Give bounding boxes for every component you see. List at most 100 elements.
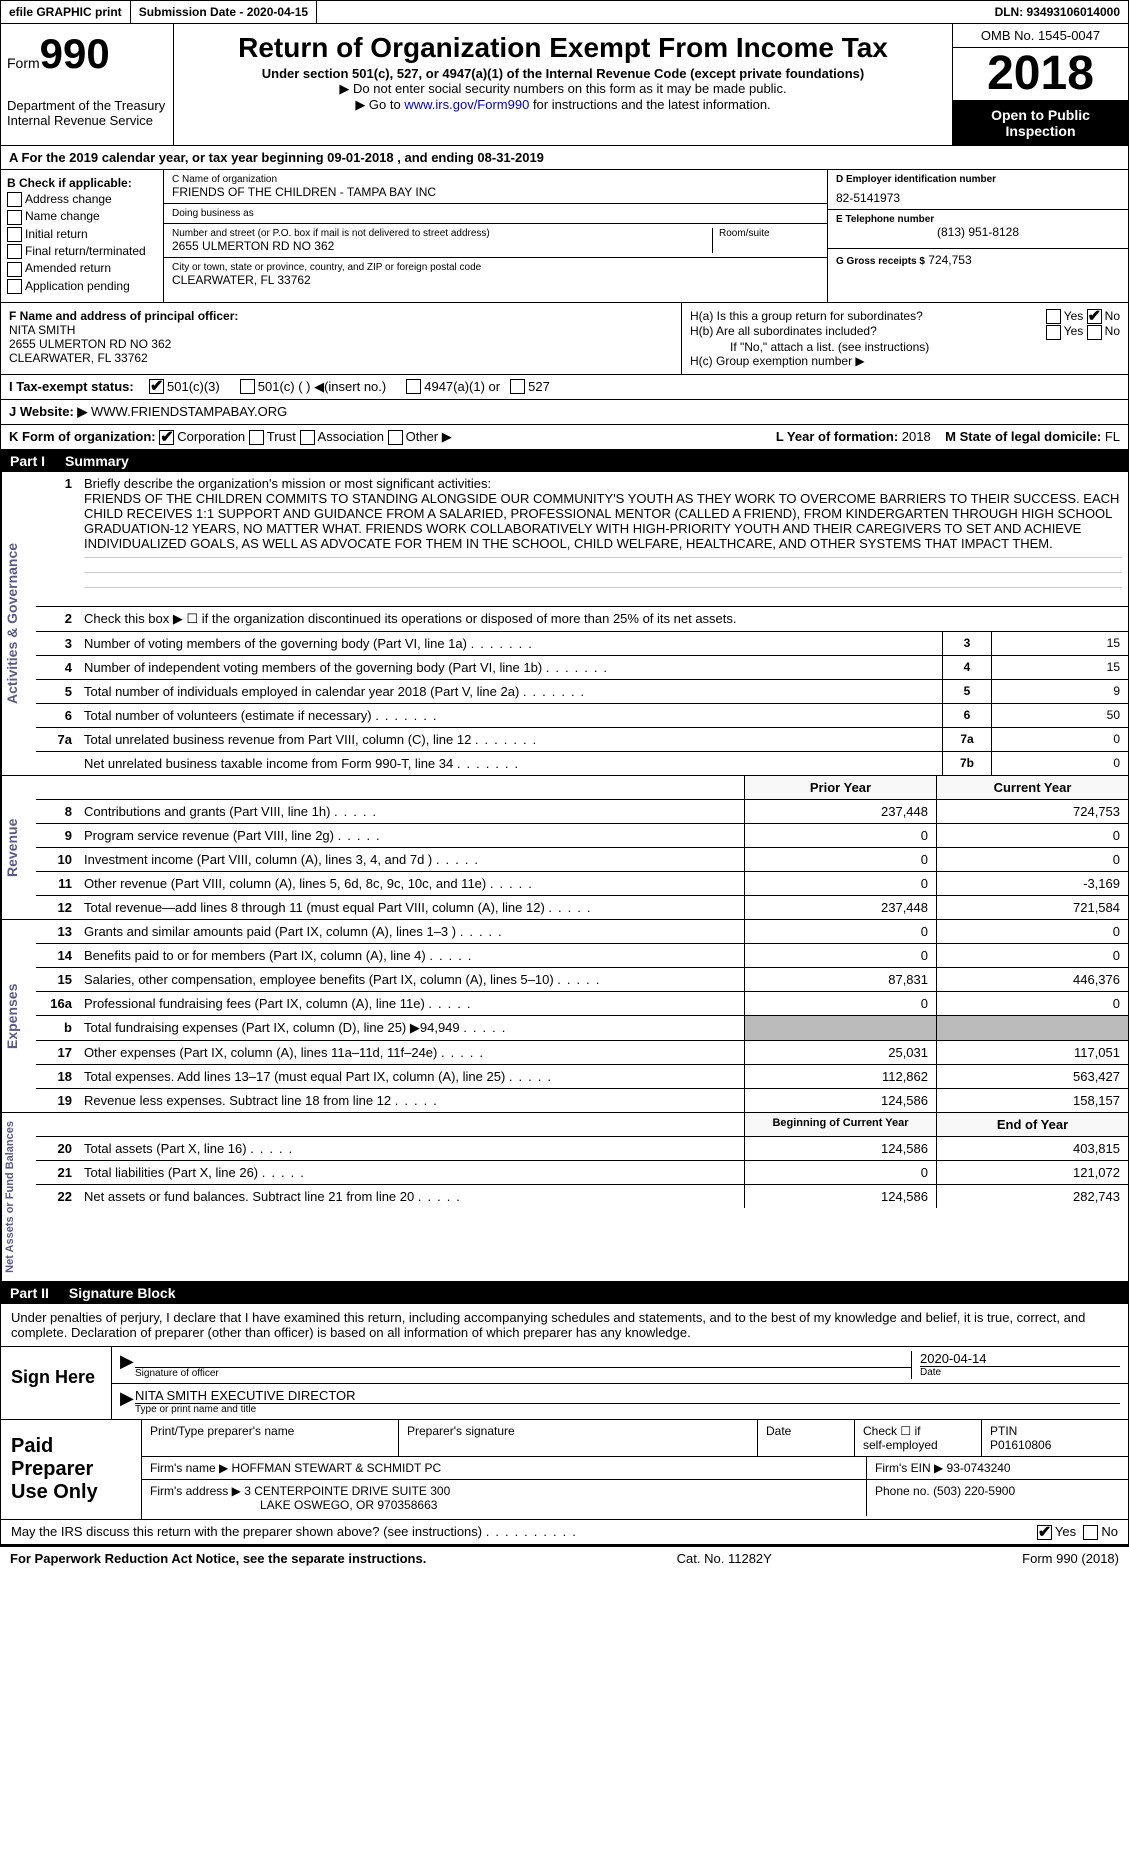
section-header-grid: B Check if applicable: Address changeNam… — [0, 170, 1129, 303]
col-b-header: B Check if applicable: — [7, 176, 157, 190]
form-subtitle: Under section 501(c), 527, or 4947(a)(1)… — [180, 66, 946, 81]
discuss-yes-checkbox[interactable] — [1037, 1525, 1052, 1540]
fin-line: Investment income (Part VIII, column (A)… — [78, 848, 744, 871]
fin-line: Revenue less expenses. Subtract line 18 … — [78, 1089, 744, 1112]
501c-checkbox[interactable] — [240, 379, 255, 394]
check-item: Application pending — [7, 279, 157, 294]
department-label: Department of the Treasury — [7, 98, 167, 113]
line-i: I Tax-exempt status: 501(c)(3) 501(c) ( … — [0, 375, 1129, 400]
check-item: Name change — [7, 209, 157, 224]
page-footer: For Paperwork Reduction Act Notice, see … — [0, 1545, 1129, 1570]
current-year-value: 0 — [936, 920, 1128, 943]
summary-value: 15 — [991, 656, 1128, 679]
fin-line: Contributions and grants (Part VIII, lin… — [78, 800, 744, 823]
fin-line: Other revenue (Part VIII, column (A), li… — [78, 872, 744, 895]
fin-line: Grants and similar amounts paid (Part IX… — [78, 920, 744, 943]
current-year-value: 117,051 — [936, 1041, 1128, 1064]
street-address: 2655 ULMERTON RD NO 362 — [172, 239, 712, 253]
summary-value: 0 — [991, 752, 1128, 775]
omb-number: OMB No. 1545-0047 — [953, 24, 1128, 48]
line-a: A For the 2019 calendar year, or tax yea… — [0, 146, 1129, 170]
dba-label: Doing business as — [172, 208, 819, 219]
hb-note: If "No," attach a list. (see instruction… — [690, 340, 1120, 354]
tax-year: 2018 — [953, 48, 1128, 101]
irs-label: Internal Revenue Service — [7, 113, 167, 128]
gross-label: G Gross receipts $ — [836, 256, 925, 267]
officer-name: NITA SMITH — [9, 323, 673, 337]
4947-checkbox[interactable] — [406, 379, 421, 394]
prior-year-value: 0 — [744, 872, 936, 895]
fin-line: Salaries, other compensation, employee b… — [78, 968, 744, 991]
inspection-label: Open to Public Inspection — [953, 101, 1128, 145]
irs-link[interactable]: www.irs.gov/Form990 — [404, 97, 529, 112]
current-year-header: Current Year — [936, 776, 1128, 799]
ha-no-checkbox[interactable] — [1087, 309, 1102, 324]
prior-year-value: 0 — [744, 824, 936, 847]
current-year-value: 121,072 — [936, 1161, 1128, 1184]
submission-date: Submission Date - 2020-04-15 — [131, 1, 317, 23]
top-bar: efile GRAPHIC print Submission Date - 20… — [0, 0, 1129, 24]
city-value: CLEARWATER, FL 33762 — [172, 273, 819, 287]
vlabel-governance: Activities & Governance — [1, 472, 36, 775]
form-title: Return of Organization Exempt From Incom… — [180, 32, 946, 64]
501c3-checkbox[interactable] — [149, 379, 164, 394]
prior-year-header: Prior Year — [744, 776, 936, 799]
prior-year-value: 0 — [744, 1161, 936, 1184]
prior-year-value: 237,448 — [744, 800, 936, 823]
prior-year-value: 124,586 — [744, 1137, 936, 1160]
ssn-note: ▶ Do not enter social security numbers o… — [180, 81, 946, 97]
current-year-value: 446,376 — [936, 968, 1128, 991]
current-year-value: 563,427 — [936, 1065, 1128, 1088]
part1-header: Part I Summary — [0, 450, 1129, 472]
line-k: K Form of organization: Corporation Trus… — [0, 425, 1129, 450]
current-year-value: 0 — [936, 944, 1128, 967]
fin-line: Benefits paid to or for members (Part IX… — [78, 944, 744, 967]
vlabel-expenses: Expenses — [1, 920, 36, 1112]
check-item: Initial return — [7, 227, 157, 242]
sign-here-label: Sign Here — [1, 1347, 112, 1419]
current-year-value: 0 — [936, 848, 1128, 871]
dln-label: DLN: 93493106014000 — [987, 1, 1128, 23]
ha-yes-checkbox[interactable] — [1046, 309, 1061, 324]
officer-addr1: 2655 ULMERTON RD NO 362 — [9, 337, 673, 351]
line-j: J Website: ▶ WWW.FRIENDSTAMPABAY.ORG — [0, 400, 1129, 425]
fin-line: Total revenue—add lines 8 through 11 (mu… — [78, 896, 744, 919]
prior-year-value: 0 — [744, 920, 936, 943]
firm-ein: 93-0743240 — [947, 1461, 1011, 1475]
hb-yes-checkbox[interactable] — [1046, 325, 1061, 340]
part2-header: Part II Signature Block — [0, 1282, 1129, 1304]
discuss-no-checkbox[interactable] — [1083, 1525, 1098, 1540]
current-year-value: 0 — [936, 992, 1128, 1015]
prior-year-value: 0 — [744, 992, 936, 1015]
officer-addr2: CLEARWATER, FL 33762 — [9, 351, 673, 365]
prior-year-value: 237,448 — [744, 896, 936, 919]
hb-label: H(b) Are all subordinates included? — [690, 324, 950, 339]
fin-line: Net assets or fund balances. Subtract li… — [78, 1185, 744, 1208]
fin-line: Total fundraising expenses (Part IX, col… — [78, 1016, 744, 1040]
prior-year-value: 87,831 — [744, 968, 936, 991]
vlabel-netassets: Net Assets or Fund Balances — [1, 1113, 36, 1281]
q1-text: Briefly describe the organization's miss… — [84, 476, 1122, 491]
addr-label: Number and street (or P.O. box if mail i… — [172, 228, 712, 239]
prior-year-value — [744, 1016, 936, 1040]
city-label: City or town, state or province, country… — [172, 262, 819, 273]
perjury-declaration: Under penalties of perjury, I declare th… — [1, 1304, 1128, 1346]
527-checkbox[interactable] — [510, 379, 525, 394]
gross-value: 724,753 — [928, 253, 971, 267]
fin-line: Other expenses (Part IX, column (A), lin… — [78, 1041, 744, 1064]
officer-label: F Name and address of principal officer: — [9, 309, 673, 323]
current-year-value: 724,753 — [936, 800, 1128, 823]
hb-no-checkbox[interactable] — [1087, 325, 1102, 340]
summary-line: Number of independent voting members of … — [78, 656, 942, 679]
current-year-value — [936, 1016, 1128, 1040]
ptin-value: P01610806 — [990, 1438, 1051, 1452]
q2-text: Check this box ▶ ☐ if the organization d… — [78, 607, 1128, 631]
begin-year-header: Beginning of Current Year — [744, 1113, 936, 1136]
firm-addr2: LAKE OSWEGO, OR 970358663 — [260, 1498, 437, 1512]
summary-line: Total unrelated business revenue from Pa… — [78, 728, 942, 751]
room-label: Room/suite — [719, 228, 819, 239]
signature-block: Under penalties of perjury, I declare th… — [0, 1304, 1129, 1520]
summary-value: 50 — [991, 704, 1128, 727]
org-name: FRIENDS OF THE CHILDREN - TAMPA BAY INC — [172, 185, 819, 199]
fin-line: Total liabilities (Part X, line 26) ....… — [78, 1161, 744, 1184]
